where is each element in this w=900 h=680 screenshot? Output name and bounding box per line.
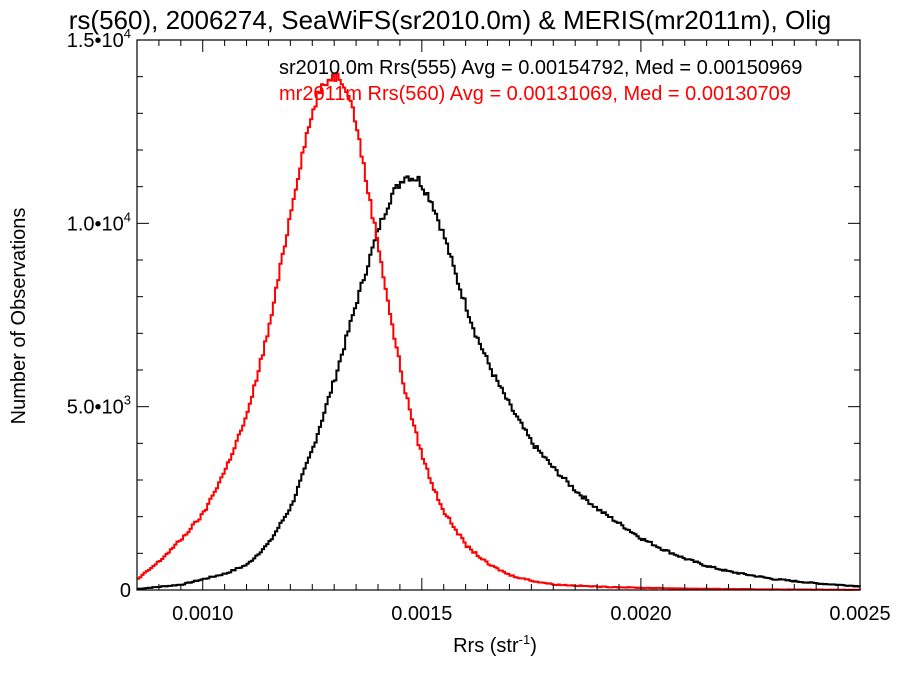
- y-tick-exponent: 4: [124, 209, 131, 224]
- x-axis-label-main: Rrs (str: [453, 635, 519, 657]
- x-tick-label-3: 0.0025: [829, 603, 890, 625]
- x-tick-label-0: 0.0010: [172, 603, 233, 625]
- x-axis-label-superscript: -1: [519, 632, 531, 647]
- y-axis-label: Number of Observations: [8, 208, 30, 425]
- x-tick-label-2: 0.0020: [610, 603, 671, 625]
- y-tick-label-3: 1.5•104: [67, 26, 131, 52]
- axes-layer: 0.0010 0.0015 0.0020 0.002505.0•1031.0•1041…: [67, 26, 891, 625]
- y-tick-label-0: 0: [120, 580, 131, 602]
- x-axis-label-close: ): [530, 635, 537, 657]
- y-tick-mantissa: 5.0•10: [67, 397, 124, 419]
- x-tick-label-1: 0.0015: [391, 603, 452, 625]
- y-tick-exponent: 3: [124, 393, 131, 408]
- x-axis-label: Rrs (str-1): [453, 632, 537, 657]
- series-layer: [137, 72, 861, 591]
- plot-frame: [136, 39, 861, 591]
- y-tick-label-1: 5.0•103: [67, 393, 131, 419]
- y-tick-label-2: 1.0•104: [67, 209, 131, 235]
- y-tick-mantissa: 1.0•10: [67, 213, 124, 235]
- series-line-0: [137, 175, 861, 590]
- y-tick-exponent: 4: [124, 26, 131, 41]
- series-annotation-red: mr2011m Rrs(560) Avg = 0.00131069, Med =…: [279, 83, 791, 105]
- chart-title: rs(560), 2006274, SeaWiFS(sr2010.0m) & M…: [69, 5, 831, 35]
- series-line-1: [137, 72, 861, 591]
- annotation-layer: sr2010.0m Rrs(555) Avg = 0.00154792, Med…: [279, 57, 802, 105]
- y-tick-mantissa: 1.5•10: [67, 30, 124, 52]
- series-annotation-black: sr2010.0m Rrs(555) Avg = 0.00154792, Med…: [279, 57, 802, 79]
